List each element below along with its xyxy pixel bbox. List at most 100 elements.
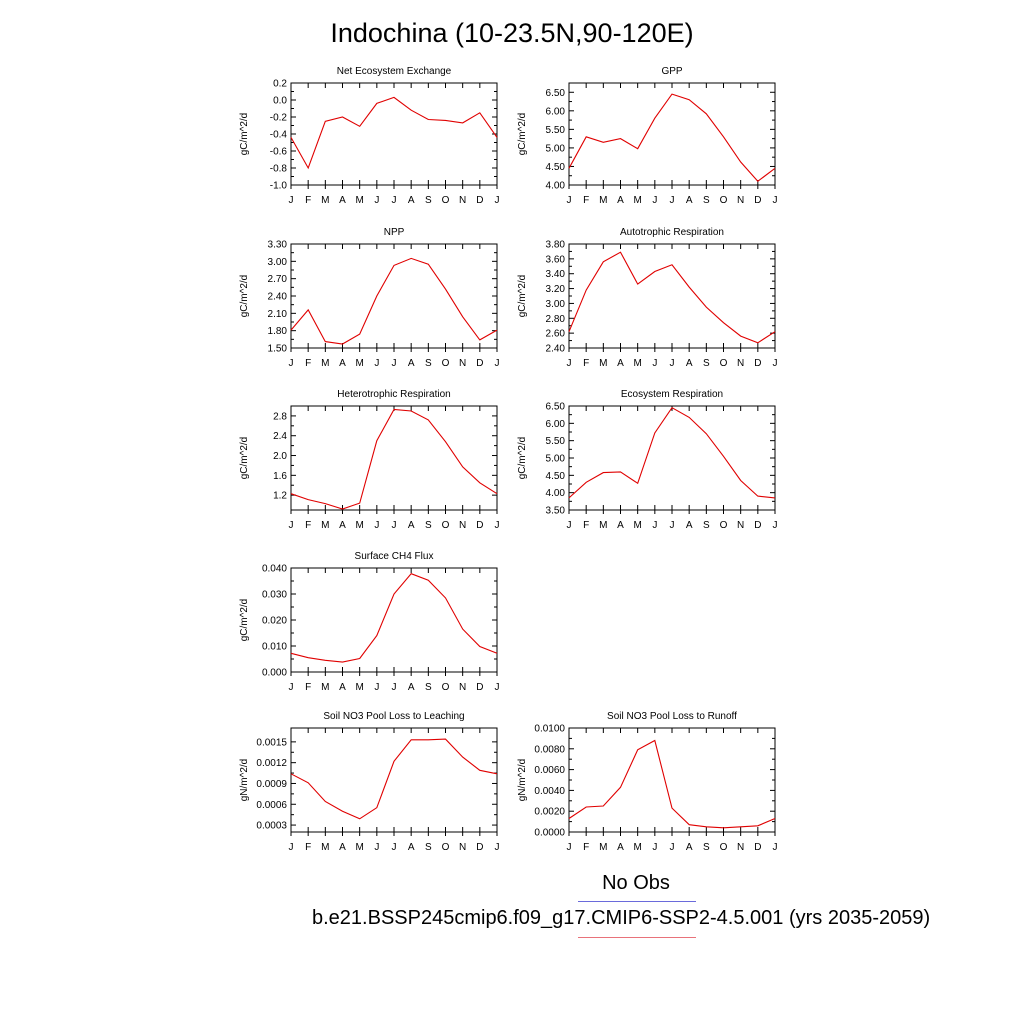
panel-5-xtick-label: M — [633, 520, 641, 531]
panel-8-xtick-label: N — [737, 842, 744, 853]
panel-5-xtick-label: D — [754, 520, 761, 531]
figure-title: Indochina (10-23.5N,90-120E) — [330, 18, 694, 48]
panel-7-xtick-label: S — [425, 842, 432, 853]
panel-4-xtick-label: O — [442, 520, 450, 531]
panel-8-title: Soil NO3 Pool Loss to Runoff — [607, 711, 737, 722]
panel-8-xtick-label: M — [633, 842, 641, 853]
panel-7-xtick-label: D — [476, 842, 483, 853]
panel-6-title: Surface CH4 Flux — [355, 551, 434, 562]
panel-0-xtick-label: J — [392, 195, 397, 206]
panel-6-ylabel: gC/m^2/d — [239, 599, 250, 642]
panel-2-xtick-label: A — [408, 358, 415, 369]
panel-1-ytick-label: 4.50 — [546, 162, 566, 173]
panel-2-xtick-label: F — [305, 358, 311, 369]
panel-0-xtick-label: D — [476, 195, 483, 206]
panel-0-ylabel: gC/m^2/d — [239, 113, 250, 156]
panel-0-xtick-label: J — [374, 195, 379, 206]
panel-2-xtick-label: J — [374, 358, 379, 369]
panel-4-xtick-label: S — [425, 520, 432, 531]
panel-8-xtick-label: D — [754, 842, 761, 853]
panel-6-xtick-label: D — [476, 682, 483, 693]
panel-0-xtick-label: O — [442, 195, 450, 206]
panel-3-xtick-label: F — [583, 358, 589, 369]
panel-0-ytick-label: -1.0 — [270, 181, 288, 192]
panel-6-xtick-label: A — [339, 682, 346, 693]
panel-8-xtick-label: F — [583, 842, 589, 853]
panel-7-ytick-label: 0.0009 — [256, 779, 287, 790]
panel-2-xtick-label: N — [459, 358, 466, 369]
panel-5-frame — [568, 405, 776, 511]
panel-7-ytick-label: 0.0012 — [256, 758, 287, 769]
panel-7-ytick-label: 0.0006 — [256, 800, 287, 811]
panel-8-xtick-label: J — [652, 842, 657, 853]
panel-3-xtick-label: J — [567, 358, 572, 369]
panel-5-xtick-label: M — [599, 520, 607, 531]
panel-3-ytick-label: 2.80 — [546, 314, 566, 325]
panel-7-xtick-label: A — [339, 842, 346, 853]
panel-6-xtick-label: M — [355, 682, 363, 693]
panel-0-ytick-label: 0.2 — [273, 79, 287, 90]
panel-6-xtick-label: J — [495, 682, 500, 693]
panel-0-xtick-label: N — [459, 195, 466, 206]
panel-5-xtick-label: J — [652, 520, 657, 531]
panel-0-xtick-label: S — [425, 195, 432, 206]
panel-5-ytick-label: 5.50 — [546, 436, 566, 447]
panel-3-frame — [568, 243, 776, 349]
panel-3-ytick-label: 3.80 — [546, 240, 566, 251]
panel-3-xtick-label: J — [773, 358, 778, 369]
panel-7-frame — [290, 727, 498, 833]
panel-1-frame — [568, 82, 776, 186]
panel-8-xtick-label: A — [686, 842, 693, 853]
panel-0-xtick-label: J — [495, 195, 500, 206]
panel-2-frame — [290, 243, 498, 349]
panel-1-xtick-label: J — [567, 195, 572, 206]
panel-5-ytick-label: 5.00 — [546, 454, 566, 465]
panel-6-xtick-label: N — [459, 682, 466, 693]
panel-6-ytick-label: 0.040 — [262, 564, 287, 575]
panel-8-ytick-label: 0.0100 — [534, 724, 565, 735]
panel-8-ytick-label: 0.0020 — [534, 807, 565, 818]
panel-4-xtick-label: D — [476, 520, 483, 531]
panel-4-ytick-label: 2.4 — [273, 431, 287, 442]
panel-4-xtick-label: J — [392, 520, 397, 531]
panel-0-xtick-label: J — [289, 195, 294, 206]
panel-5-xtick-label: A — [617, 520, 624, 531]
panel-5-xtick-label: J — [567, 520, 572, 531]
panel-3-title: Autotrophic Respiration — [620, 227, 724, 238]
panel-3-ytick-label: 3.00 — [546, 299, 566, 310]
panel-2-ytick-label: 3.00 — [268, 257, 288, 268]
panel-1-xtick-label: F — [583, 195, 589, 206]
panel-1-ylabel: gC/m^2/d — [517, 113, 528, 156]
panel-6-xtick-label: F — [305, 682, 311, 693]
panel-5-series-line — [568, 406, 776, 499]
legend-obs-label: No Obs — [602, 872, 670, 894]
panel-0-ytick-label: -0.8 — [270, 164, 288, 175]
panel-0-ytick-label: -0.6 — [270, 147, 288, 158]
panel-8-ylabel: gN/m^2/d — [517, 759, 528, 802]
panel-4-xtick-label: M — [321, 520, 329, 531]
panel-7-ylabel: gN/m^2/d — [239, 759, 250, 802]
panel-1-xtick-label: D — [754, 195, 761, 206]
panel-6-xtick-label: J — [374, 682, 379, 693]
panel-5-xtick-label: J — [670, 520, 675, 531]
panel-3-xtick-label: A — [617, 358, 624, 369]
panel-1-xtick-label: A — [617, 195, 624, 206]
panel-6-ytick-label: 0.030 — [262, 590, 287, 601]
panel-6-ytick-label: 0.020 — [262, 616, 287, 627]
panel-3-series-line — [568, 251, 776, 344]
panel-3-xtick-label: D — [754, 358, 761, 369]
panel-4-ytick-label: 1.6 — [273, 471, 287, 482]
panel-5-ylabel: gC/m^2/d — [517, 437, 528, 480]
panel-1-xtick-label: J — [670, 195, 675, 206]
panel-2-xtick-label: S — [425, 358, 432, 369]
panel-0-xtick-label: A — [408, 195, 415, 206]
panel-8-xtick-label: M — [599, 842, 607, 853]
panel-7-ytick-label: 0.0015 — [256, 737, 287, 748]
panel-5-ytick-label: 3.50 — [546, 506, 566, 517]
panel-4-ytick-label: 1.2 — [273, 491, 287, 502]
panel-3-xtick-label: M — [633, 358, 641, 369]
panel-4-xtick-label: J — [289, 520, 294, 531]
panel-2-xtick-label: M — [321, 358, 329, 369]
panel-6-series-line — [290, 573, 498, 663]
